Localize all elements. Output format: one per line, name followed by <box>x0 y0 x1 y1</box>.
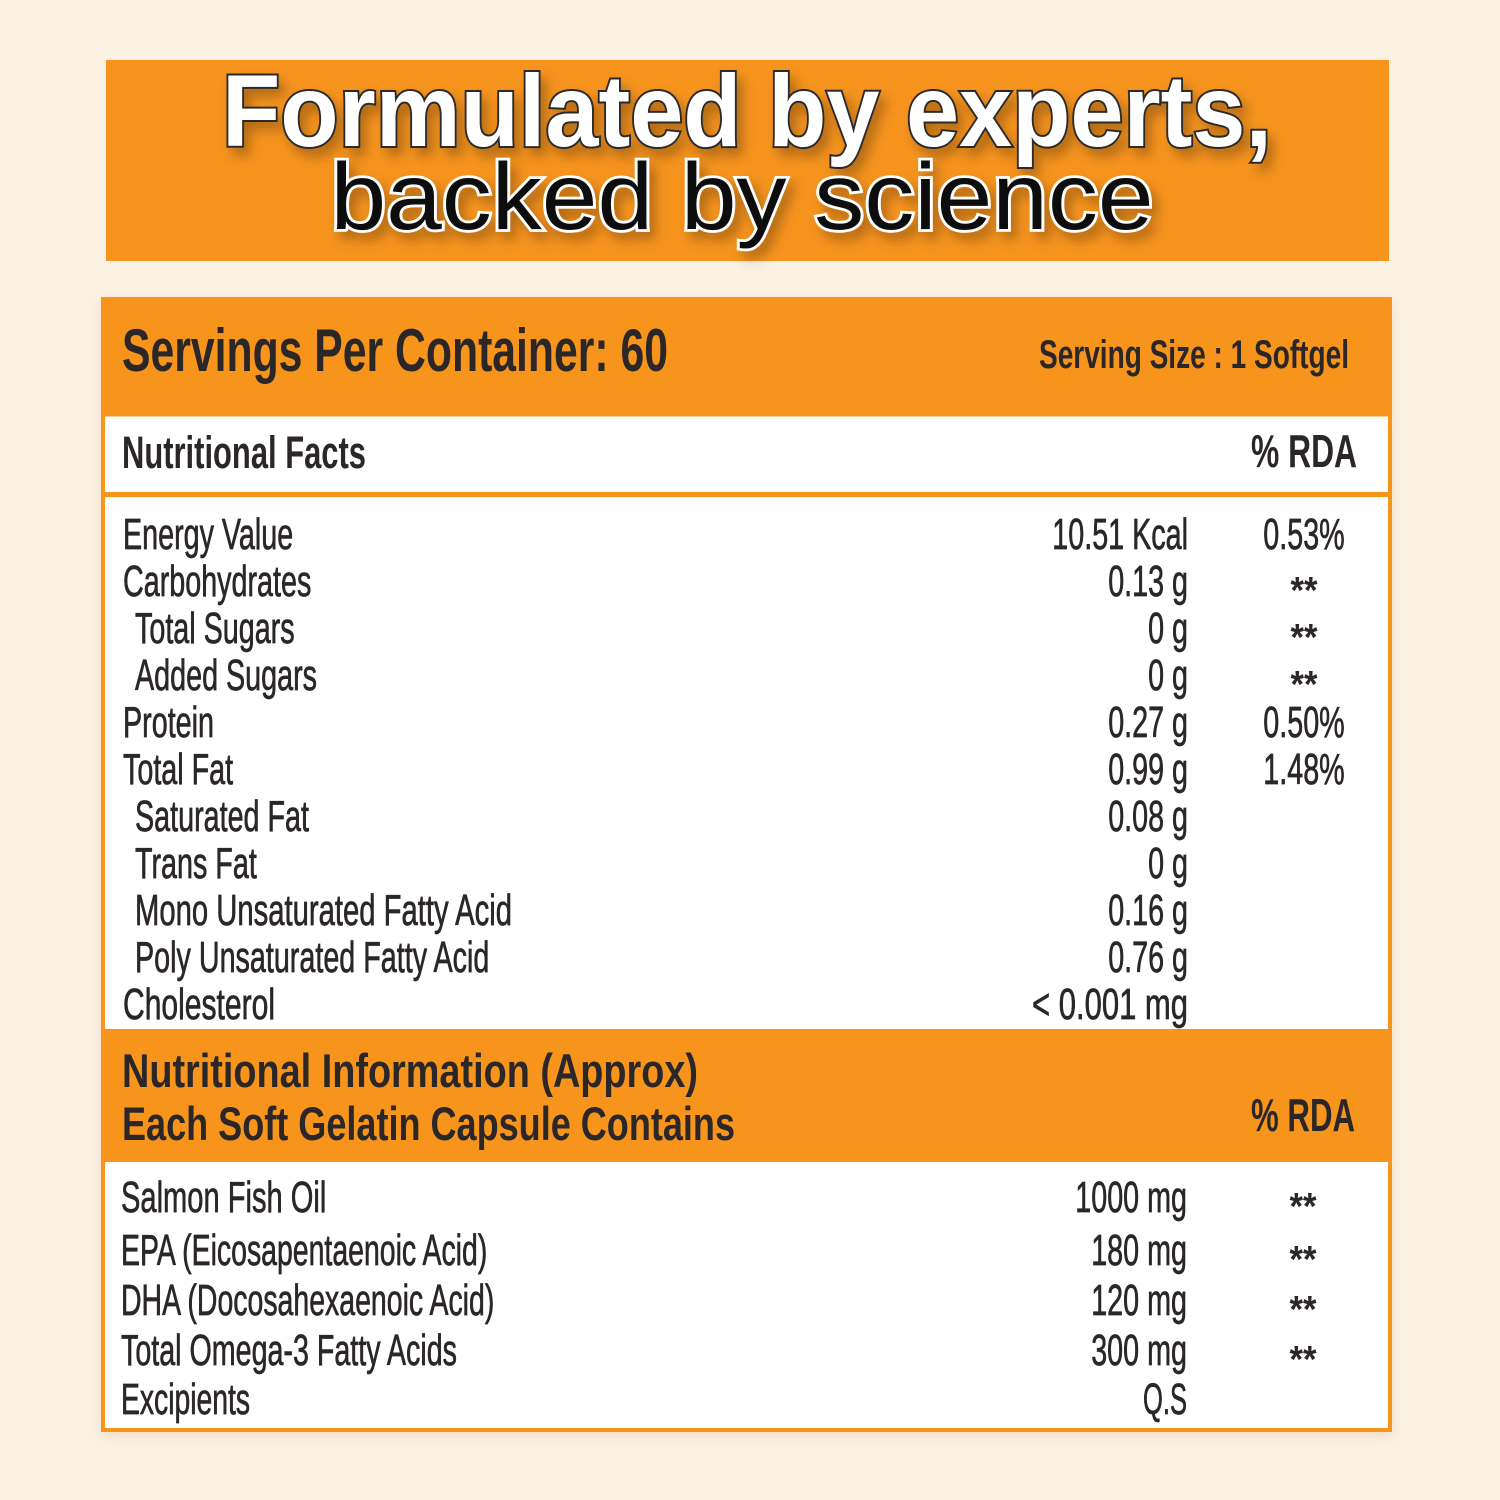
svg-text:**: ** <box>1290 1239 1317 1281</box>
svg-text:Energy Value: Energy Value <box>123 511 293 559</box>
svg-text:**: ** <box>1291 570 1318 612</box>
svg-text:Q.S: Q.S <box>1143 1376 1187 1424</box>
svg-text:0 g: 0 g <box>1148 605 1188 653</box>
svg-text:1000 mg: 1000 mg <box>1075 1174 1187 1222</box>
svg-text:Total Omega-3 Fatty Acids: Total Omega-3 Fatty Acids <box>121 1327 457 1375</box>
svg-text:0.16 g: 0.16 g <box>1108 887 1188 935</box>
svg-text:Mono Unsaturated Fatty Acid: Mono Unsaturated Fatty Acid <box>135 887 512 935</box>
svg-text:**: ** <box>1290 1289 1317 1331</box>
svg-text:**: ** <box>1291 664 1318 706</box>
svg-text:Carbohydrates: Carbohydrates <box>123 558 311 606</box>
svg-text:1.48%: 1.48% <box>1263 746 1344 794</box>
svg-text:**: ** <box>1290 1339 1317 1381</box>
svg-text:0.50%: 0.50% <box>1263 699 1344 747</box>
svg-text:Trans Fat: Trans Fat <box>135 840 257 888</box>
svg-text:Serving Size : 1 Softgel: Serving Size : 1 Softgel <box>1039 333 1349 377</box>
svg-text:120 mg: 120 mg <box>1091 1277 1187 1325</box>
svg-text:EPA (Eicosapentaenoic Acid): EPA (Eicosapentaenoic Acid) <box>121 1227 487 1275</box>
svg-text:0.76 g: 0.76 g <box>1108 934 1188 982</box>
svg-text:Total Fat: Total Fat <box>123 746 233 794</box>
svg-text:Cholesterol: Cholesterol <box>123 981 275 1029</box>
svg-text:Formulated by experts,: Formulated by experts, <box>222 54 1272 168</box>
svg-text:180 mg: 180 mg <box>1091 1227 1187 1275</box>
svg-text:0 g: 0 g <box>1148 840 1188 888</box>
svg-text:10.51 Kcal: 10.51 Kcal <box>1052 511 1188 559</box>
svg-text:Nutritional Facts: Nutritional Facts <box>122 427 366 478</box>
svg-text:% RDA: % RDA <box>1251 425 1357 477</box>
svg-text:< 0.001 mg: < 0.001 mg <box>1032 981 1188 1029</box>
svg-text:backed by science: backed by science <box>331 144 1154 250</box>
svg-text:Saturated Fat: Saturated Fat <box>135 793 309 841</box>
svg-text:Nutritional Information (Appro: Nutritional Information (Approx) <box>122 1045 698 1098</box>
svg-text:0.08 g: 0.08 g <box>1108 793 1188 841</box>
svg-text:300 mg: 300 mg <box>1091 1327 1187 1375</box>
svg-text:Poly Unsaturated Fatty Acid: Poly Unsaturated Fatty Acid <box>135 934 489 982</box>
svg-text:0.27 g: 0.27 g <box>1108 699 1188 747</box>
svg-text:Added Sugars: Added Sugars <box>135 652 317 700</box>
svg-text:DHA (Docosahexaenoic Acid): DHA (Docosahexaenoic Acid) <box>121 1277 494 1325</box>
svg-text:**: ** <box>1290 1186 1317 1228</box>
svg-text:0.53%: 0.53% <box>1263 511 1344 559</box>
svg-text:Protein: Protein <box>123 699 214 747</box>
svg-text:0.13 g: 0.13 g <box>1108 558 1188 606</box>
svg-text:Each Soft Gelatin Capsule Cont: Each Soft Gelatin Capsule Contains <box>122 1098 735 1151</box>
svg-text:Salmon Fish Oil: Salmon Fish Oil <box>121 1174 326 1222</box>
svg-text:Total Sugars: Total Sugars <box>135 605 295 653</box>
svg-text:% RDA: % RDA <box>1251 1089 1355 1141</box>
svg-text:Excipients: Excipients <box>121 1376 250 1424</box>
svg-text:**: ** <box>1291 617 1318 659</box>
svg-text:0 g: 0 g <box>1148 652 1188 700</box>
svg-text:0.99 g: 0.99 g <box>1108 746 1188 794</box>
svg-text:Servings Per Container: 60: Servings Per Container: 60 <box>122 316 668 384</box>
